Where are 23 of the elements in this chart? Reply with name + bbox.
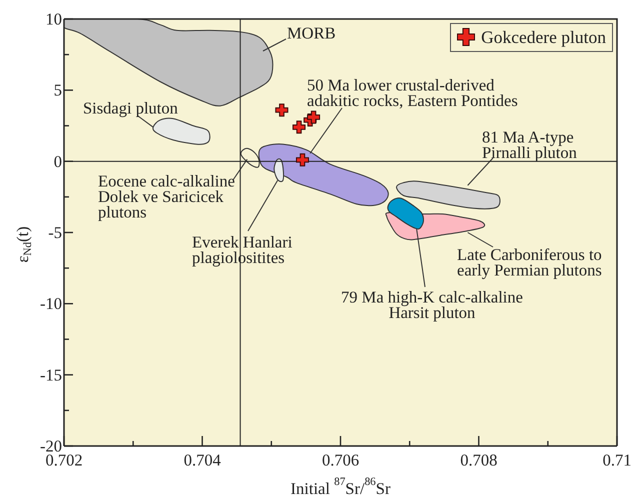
y-tick-label: -5 xyxy=(48,223,62,242)
annotation: Sisdagi pluton xyxy=(83,98,178,118)
annotation: 81 Ma A-type Pirnalli pluton xyxy=(482,128,577,162)
point xyxy=(296,153,309,166)
legend-label: Gokcedere pluton xyxy=(481,26,606,48)
annotation: 50 Ma lower crustal-derived adakitic rocks, Eastern Pontides xyxy=(307,76,518,110)
y-tick-label: 10 xyxy=(46,10,62,28)
point xyxy=(275,104,288,117)
y-tick-label: -15 xyxy=(40,365,62,384)
point xyxy=(292,120,306,134)
annotation: Late Carboniferous to early Permian plutons xyxy=(457,245,602,280)
annotation: Eocene calc-alkaline Dolek ve Saricicek plutons xyxy=(98,172,235,222)
y-tick-label: 0 xyxy=(54,152,62,171)
y-tick-label: -10 xyxy=(40,294,62,314)
x-tick-label: 0.706 xyxy=(322,450,360,470)
annotation: 79 Ma high-K calc-alkaline Harsit pluton xyxy=(341,288,523,322)
annotation: MORB xyxy=(287,24,336,42)
point xyxy=(307,110,320,124)
x-tick-label: 0.704 xyxy=(184,450,221,470)
y-tick-label: 5 xyxy=(54,80,62,100)
x-tick-label: 0.71 xyxy=(602,450,632,470)
x-axis-title: Initial $^{87}$Sr/$^{86}$Sr xyxy=(290,476,391,498)
x-tick-label: 0.708 xyxy=(460,450,498,470)
